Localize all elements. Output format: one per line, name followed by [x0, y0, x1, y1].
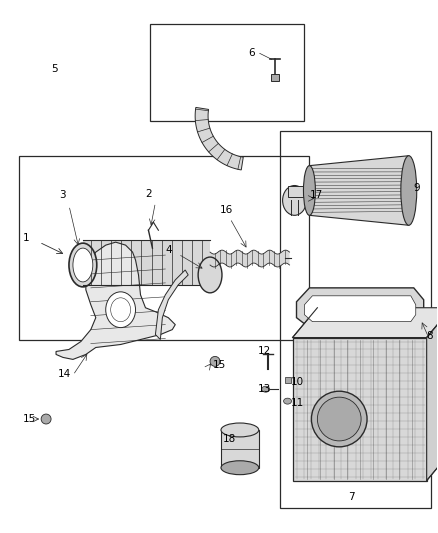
- Ellipse shape: [318, 397, 361, 441]
- Bar: [221, 430, 259, 468]
- Polygon shape: [297, 288, 424, 328]
- Polygon shape: [309, 156, 409, 225]
- Text: 11: 11: [290, 398, 304, 408]
- Ellipse shape: [311, 391, 367, 447]
- Polygon shape: [155, 270, 188, 340]
- Text: 13: 13: [258, 384, 271, 394]
- Ellipse shape: [41, 414, 51, 424]
- Polygon shape: [56, 242, 175, 359]
- Ellipse shape: [221, 423, 259, 437]
- Text: 9: 9: [414, 183, 420, 193]
- Text: 12: 12: [258, 346, 271, 357]
- Ellipse shape: [221, 461, 259, 475]
- Text: 5: 5: [51, 64, 58, 74]
- Text: 15: 15: [23, 414, 36, 424]
- Text: 17: 17: [309, 190, 323, 200]
- Text: 18: 18: [223, 434, 237, 444]
- Bar: [293, 337, 427, 481]
- Ellipse shape: [106, 292, 135, 328]
- Text: 2: 2: [145, 189, 152, 199]
- Polygon shape: [83, 240, 210, 285]
- Ellipse shape: [198, 257, 222, 293]
- Text: 6: 6: [248, 49, 254, 58]
- Ellipse shape: [69, 243, 97, 287]
- Text: 1: 1: [23, 233, 30, 243]
- Bar: [271, 74, 279, 81]
- Bar: [288, 185, 307, 197]
- Text: 3: 3: [59, 190, 66, 200]
- Ellipse shape: [283, 398, 292, 404]
- Text: 16: 16: [220, 205, 233, 215]
- Ellipse shape: [262, 386, 270, 392]
- Text: 15: 15: [213, 360, 226, 370]
- Text: 8: 8: [427, 330, 433, 341]
- Polygon shape: [210, 250, 290, 267]
- Bar: [19, 156, 309, 340]
- Bar: [150, 23, 304, 121]
- Ellipse shape: [210, 357, 220, 366]
- Polygon shape: [195, 108, 243, 170]
- Ellipse shape: [401, 156, 417, 225]
- Bar: [279, 131, 431, 508]
- Text: 4: 4: [165, 245, 172, 255]
- Ellipse shape: [304, 166, 315, 215]
- Polygon shape: [304, 296, 416, 321]
- Bar: [285, 377, 290, 383]
- Text: 7: 7: [348, 491, 354, 502]
- Ellipse shape: [283, 185, 307, 215]
- Ellipse shape: [73, 248, 93, 282]
- Text: 10: 10: [290, 377, 304, 387]
- Ellipse shape: [111, 298, 131, 321]
- Polygon shape: [427, 308, 438, 481]
- Polygon shape: [293, 308, 438, 337]
- Text: 14: 14: [58, 369, 71, 379]
